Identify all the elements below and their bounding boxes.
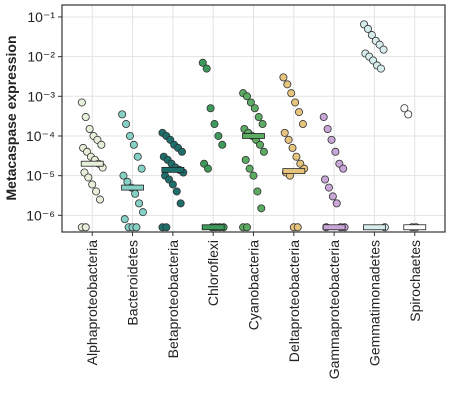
- point: [293, 223, 302, 232]
- x-tick-label: Spirochaetes: [407, 240, 423, 322]
- y-tick-label: 10⁻³: [27, 88, 55, 104]
- median-bar: [242, 133, 265, 139]
- point: [242, 223, 251, 232]
- point: [332, 199, 341, 208]
- x-tick-label: Betaproteobacteria: [165, 240, 181, 359]
- point: [328, 192, 337, 201]
- point: [202, 64, 211, 73]
- point: [176, 199, 185, 208]
- point: [88, 180, 97, 189]
- point: [131, 189, 140, 198]
- point: [331, 147, 340, 156]
- point: [97, 140, 106, 149]
- point: [288, 143, 297, 152]
- point: [292, 152, 301, 161]
- point: [295, 108, 304, 117]
- point: [125, 131, 134, 140]
- point: [168, 180, 177, 189]
- plot-border: [61, 4, 446, 233]
- median-bar: [161, 166, 185, 173]
- point: [132, 223, 141, 232]
- point: [120, 215, 129, 224]
- point: [291, 98, 300, 107]
- point: [327, 135, 336, 144]
- point: [324, 183, 333, 192]
- point: [96, 195, 105, 204]
- point: [363, 24, 372, 33]
- point: [138, 208, 147, 217]
- point: [279, 73, 288, 82]
- y-tick-label: 10⁻²: [27, 49, 55, 65]
- point: [85, 124, 94, 133]
- point: [280, 128, 289, 137]
- point: [259, 147, 268, 156]
- point: [241, 155, 250, 164]
- point: [177, 147, 186, 156]
- median-bar: [403, 224, 427, 231]
- point: [323, 124, 332, 133]
- point: [257, 204, 266, 213]
- point: [255, 140, 264, 149]
- point: [283, 80, 292, 89]
- x-tick-label: Gammaproteobacteria: [326, 240, 342, 380]
- point: [298, 120, 307, 129]
- point: [400, 104, 409, 113]
- point: [203, 164, 212, 173]
- point: [81, 113, 90, 122]
- x-tick-label: Alphaproteobacteria: [84, 240, 100, 366]
- point: [92, 187, 101, 196]
- point: [118, 110, 127, 119]
- point: [258, 120, 267, 129]
- point: [321, 175, 330, 184]
- point: [81, 223, 90, 232]
- y-tick-label: 10⁻⁴: [26, 128, 55, 144]
- point: [253, 187, 262, 196]
- median-bar: [363, 224, 386, 231]
- point: [77, 98, 86, 107]
- point: [214, 131, 223, 140]
- point: [379, 45, 388, 54]
- point: [319, 113, 328, 122]
- point: [162, 223, 171, 232]
- median-bar: [322, 224, 346, 231]
- point: [172, 187, 181, 196]
- point: [367, 31, 376, 40]
- point: [284, 135, 293, 144]
- point: [137, 164, 146, 173]
- x-tick-label: Bacteroidetes: [125, 240, 141, 326]
- median-bar: [121, 184, 144, 191]
- point: [135, 199, 144, 208]
- x-tick-label: Deltaproteobacteria: [286, 240, 302, 362]
- y-tick-label: 10⁻⁵: [26, 168, 55, 184]
- point: [133, 152, 142, 161]
- point: [84, 173, 93, 182]
- x-tick-label: Cyanobacteria: [246, 240, 262, 330]
- median-bar: [282, 168, 306, 175]
- point: [129, 140, 138, 149]
- point: [376, 64, 385, 73]
- point: [242, 92, 251, 101]
- y-tick-label: 10⁻¹: [27, 9, 55, 25]
- point: [254, 113, 263, 122]
- point: [206, 104, 215, 113]
- median-bar: [201, 224, 225, 231]
- point: [198, 58, 207, 67]
- point: [287, 89, 296, 98]
- point: [404, 110, 413, 119]
- point: [210, 120, 219, 129]
- point: [245, 164, 254, 173]
- median-bar: [80, 160, 104, 167]
- point: [250, 104, 259, 113]
- x-tick-label: Chloroflexi: [205, 240, 221, 306]
- point: [122, 120, 131, 129]
- y-tick-label: 10⁻⁶: [26, 207, 55, 223]
- point: [119, 171, 128, 180]
- y-axis-label: Metacaspase expression: [3, 36, 19, 201]
- x-tick-label: Gemmatimonadetes: [366, 240, 382, 366]
- point: [249, 171, 258, 180]
- point: [246, 98, 255, 107]
- point: [218, 140, 227, 149]
- point: [339, 164, 348, 173]
